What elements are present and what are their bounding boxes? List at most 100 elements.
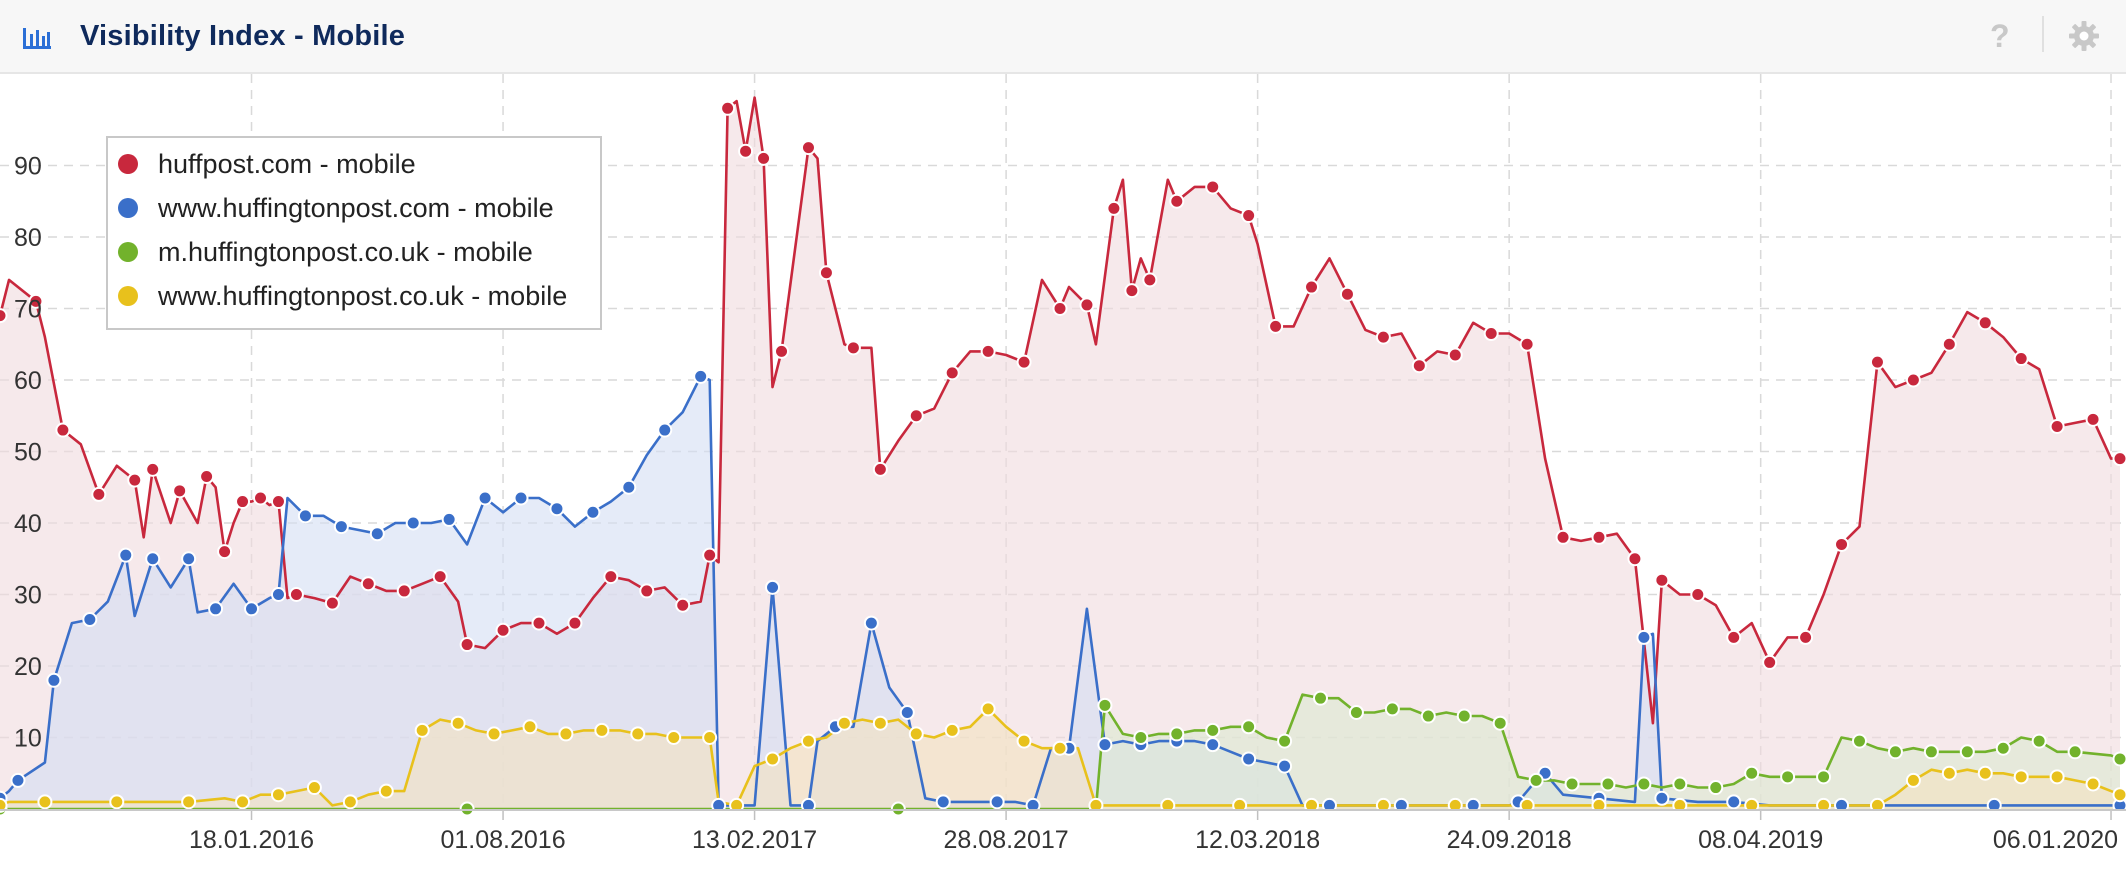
data-point[interactable] — [37, 794, 53, 810]
data-point[interactable] — [342, 794, 358, 810]
data-point[interactable] — [1869, 354, 1885, 370]
data-point[interactable] — [980, 343, 996, 359]
data-point[interactable] — [324, 595, 340, 611]
data-point[interactable] — [1268, 318, 1284, 334]
data-point[interactable] — [486, 726, 502, 742]
data-point[interactable] — [1097, 737, 1113, 753]
data-point[interactable] — [1672, 776, 1688, 792]
data-point[interactable] — [396, 583, 412, 599]
data-point[interactable] — [172, 483, 188, 499]
data-point[interactable] — [1169, 193, 1185, 209]
data-point[interactable] — [360, 576, 376, 592]
data-point[interactable] — [477, 490, 493, 506]
data-point[interactable] — [711, 797, 727, 813]
data-point[interactable] — [2067, 744, 2083, 760]
data-point[interactable] — [450, 715, 466, 731]
data-point[interactable] — [603, 569, 619, 585]
data-point[interactable] — [818, 265, 834, 281]
chart-legend[interactable]: huffpost.com - mobile www.huffingtonpost.… — [106, 136, 602, 330]
data-point[interactable] — [0, 308, 8, 324]
data-point[interactable] — [1277, 733, 1293, 749]
data-point[interactable] — [549, 501, 565, 517]
data-point[interactable] — [800, 733, 816, 749]
data-point[interactable] — [1941, 336, 1957, 352]
data-point[interactable] — [1591, 797, 1607, 813]
data-point[interactable] — [666, 730, 682, 745]
data-point[interactable] — [1052, 740, 1068, 756]
data-point[interactable] — [720, 100, 736, 116]
data-point[interactable] — [1313, 690, 1329, 706]
data-point[interactable] — [1079, 297, 1095, 313]
data-point[interactable] — [1420, 708, 1436, 724]
data-point[interactable] — [1636, 776, 1652, 792]
data-point[interactable] — [181, 794, 197, 810]
data-point[interactable] — [558, 726, 574, 742]
data-point[interactable] — [10, 772, 26, 788]
data-point[interactable] — [46, 672, 62, 688]
data-point[interactable] — [765, 579, 781, 595]
data-point[interactable] — [1160, 797, 1176, 813]
data-point[interactable] — [82, 612, 98, 628]
data-point[interactable] — [531, 615, 547, 631]
data-point[interactable] — [1816, 769, 1832, 785]
data-point[interactable] — [459, 637, 475, 653]
data-point[interactable] — [1097, 697, 1113, 713]
data-point[interactable] — [28, 293, 44, 309]
data-point[interactable] — [1834, 797, 1850, 813]
data-point[interactable] — [235, 494, 251, 510]
data-point[interactable] — [567, 615, 583, 631]
data-point[interactable] — [693, 368, 709, 384]
data-point[interactable] — [944, 722, 960, 738]
data-point[interactable] — [1456, 708, 1472, 724]
data-point[interactable] — [1241, 208, 1257, 224]
data-point[interactable] — [675, 597, 691, 613]
data-point[interactable] — [495, 622, 511, 638]
data-point[interactable] — [0, 797, 8, 813]
data-point[interactable] — [1672, 797, 1688, 813]
data-point[interactable] — [639, 583, 655, 599]
data-point[interactable] — [1905, 772, 1921, 788]
data-point[interactable] — [1636, 629, 1652, 645]
data-point[interactable] — [1834, 536, 1850, 552]
data-point[interactable] — [118, 547, 134, 563]
data-point[interactable] — [1384, 701, 1400, 717]
data-point[interactable] — [1851, 733, 1867, 749]
data-point[interactable] — [621, 479, 637, 495]
data-point[interactable] — [1869, 797, 1885, 813]
data-point[interactable] — [1519, 797, 1535, 813]
data-point[interactable] — [253, 490, 269, 506]
data-point[interactable] — [1169, 726, 1185, 742]
data-point[interactable] — [2112, 451, 2126, 467]
data-point[interactable] — [1726, 629, 1742, 645]
data-point[interactable] — [899, 704, 915, 720]
data-point[interactable] — [1995, 740, 2011, 756]
data-point[interactable] — [1241, 751, 1257, 767]
data-point[interactable] — [1205, 722, 1221, 738]
data-point[interactable] — [2085, 411, 2101, 427]
data-point[interactable] — [288, 587, 304, 602]
data-point[interactable] — [1780, 769, 1796, 785]
data-point[interactable] — [1492, 715, 1508, 731]
data-point[interactable] — [1411, 358, 1427, 374]
data-point[interactable] — [738, 143, 754, 159]
data-point[interactable] — [1600, 776, 1616, 792]
data-point[interactable] — [297, 508, 313, 524]
data-point[interactable] — [1025, 797, 1041, 813]
data-point[interactable] — [1393, 797, 1409, 813]
data-point[interactable] — [1744, 797, 1760, 813]
data-point[interactable] — [405, 515, 421, 531]
gear-icon[interactable] — [2068, 20, 2100, 52]
data-point[interactable] — [2049, 769, 2065, 785]
data-point[interactable] — [729, 797, 745, 813]
data-point[interactable] — [863, 615, 879, 631]
data-point[interactable] — [1205, 737, 1221, 753]
data-point[interactable] — [109, 794, 125, 810]
data-point[interactable] — [91, 486, 107, 502]
data-point[interactable] — [1528, 772, 1544, 788]
data-point[interactable] — [217, 544, 233, 560]
data-point[interactable] — [845, 340, 861, 356]
data-point[interactable] — [872, 715, 888, 731]
data-point[interactable] — [1277, 758, 1293, 774]
data-point[interactable] — [1052, 301, 1068, 316]
data-point[interactable] — [585, 504, 601, 520]
